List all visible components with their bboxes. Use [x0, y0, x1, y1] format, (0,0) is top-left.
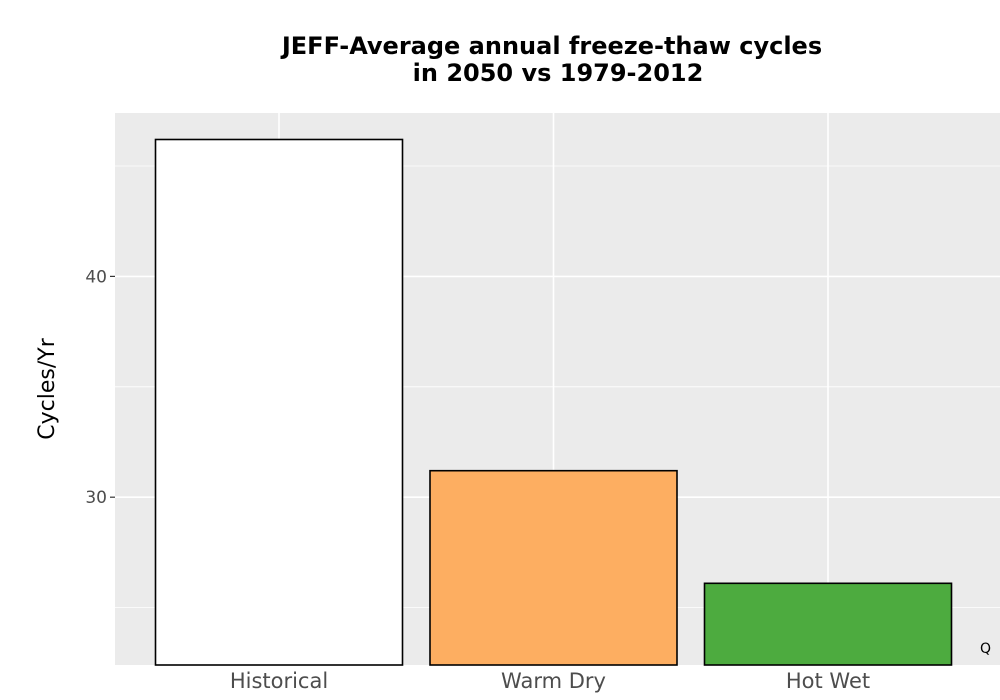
y-axis-title: Cycles/Yr — [35, 337, 60, 439]
y-tick-label: 40 — [85, 267, 107, 287]
bar-warm-dry — [429, 469, 678, 666]
chart-title: JEFF-Average annual freeze-thaw cycles — [280, 32, 822, 60]
y-axis: 30 40 — [85, 267, 115, 508]
bars — [154, 138, 953, 666]
corner-label: Q — [980, 641, 991, 657]
x-tick-label: Hot Wet — [786, 669, 870, 693]
x-tick-label: Warm Dry — [501, 669, 606, 693]
x-tick-label: Historical — [230, 669, 328, 693]
bar-hot-wet — [703, 582, 953, 666]
x-axis: Historical Warm Dry Hot Wet — [230, 669, 870, 693]
y-tick-label: 30 — [85, 488, 107, 508]
chart-subtitle: in 2050 vs 1979-2012 — [413, 59, 704, 87]
bar-historical — [154, 138, 404, 666]
